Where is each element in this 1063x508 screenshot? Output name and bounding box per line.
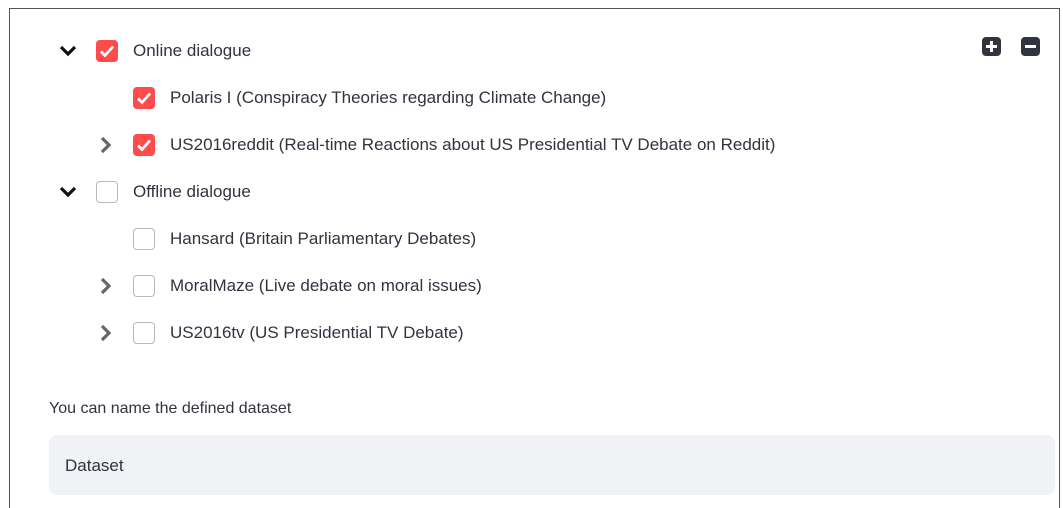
chevron-icon: [100, 136, 112, 154]
node-label: Hansard (Britain Parliamentary Debates): [170, 229, 477, 248]
node-label: Offline dialogue: [133, 182, 251, 201]
chevron-icon: [100, 324, 112, 342]
tree-row: US2016tv (US Presidential TV Debate): [95, 318, 1000, 348]
tree-row: Polaris I (Conspiracy Theories regarding…: [95, 83, 1000, 113]
tree-row: Hansard (Britain Parliamentary Debates): [95, 224, 1000, 254]
node-label: Online dialogue: [133, 41, 252, 60]
checkbox-checked[interactable]: [96, 40, 118, 62]
expand-all-button[interactable]: [982, 37, 1001, 56]
checkbox-checked[interactable]: [133, 87, 155, 109]
tree-row: US2016reddit (Real-time Reactions about …: [95, 130, 1000, 160]
chevron-icon: [59, 45, 77, 57]
checkbox-unchecked[interactable]: [133, 275, 155, 297]
node-label: Polaris I (Conspiracy Theories regarding…: [170, 88, 607, 107]
collapse-chevron[interactable]: [58, 182, 78, 202]
node-label: US2016tv (US Presidential TV Debate): [170, 323, 464, 342]
checkbox-checked[interactable]: [133, 134, 155, 156]
tree-panel: [9, 8, 1060, 508]
check-icon: [137, 139, 152, 152]
checkbox-unchecked[interactable]: [96, 181, 118, 203]
tree-row: MoralMaze (Live debate on moral issues): [95, 271, 1000, 301]
node-label: US2016reddit (Real-time Reactions about …: [170, 135, 776, 154]
checkbox-unchecked[interactable]: [133, 228, 155, 250]
input-value: Dataset: [65, 456, 124, 475]
checkbox-unchecked[interactable]: [133, 322, 155, 344]
expand-chevron[interactable]: [95, 276, 115, 296]
check-icon: [100, 45, 115, 58]
expand-chevron[interactable]: [95, 135, 115, 155]
tree-row: Offline dialogue: [58, 177, 1000, 207]
expand-chevron[interactable]: [95, 323, 115, 343]
node-label: MoralMaze (Live debate on moral issues): [170, 276, 482, 295]
collapse-all-button[interactable]: [1021, 37, 1040, 56]
collapse-chevron[interactable]: [58, 41, 78, 61]
text-input[interactable]: Dataset: [49, 435, 1055, 495]
check-icon: [137, 92, 152, 105]
chevron-icon: [59, 186, 77, 198]
chevron-icon: [100, 277, 112, 295]
tree-row: Online dialogue: [58, 36, 1000, 66]
input-label: You can name the defined dataset: [49, 400, 292, 417]
